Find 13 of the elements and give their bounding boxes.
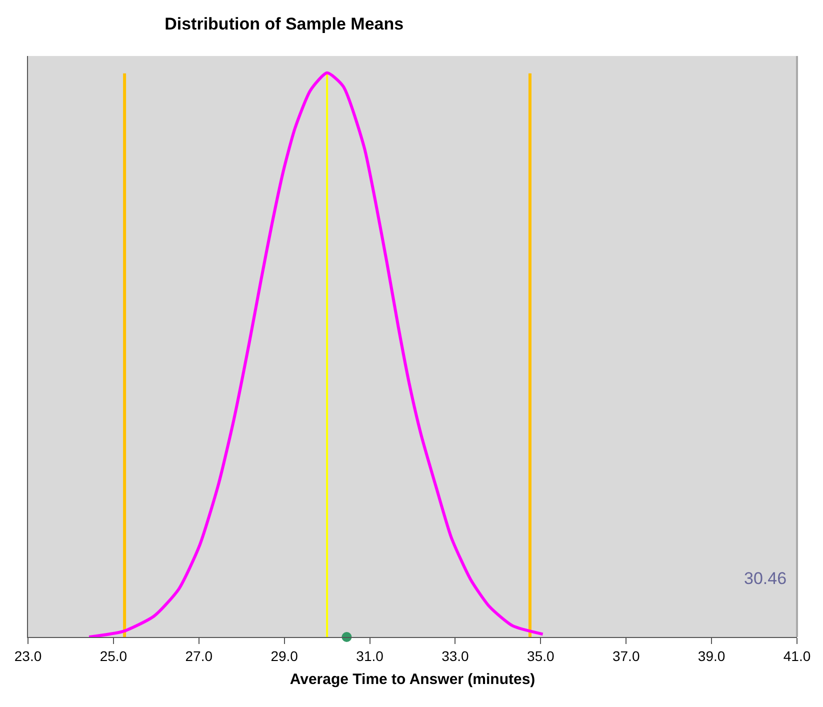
- chart-title: Distribution of Sample Means: [164, 14, 404, 34]
- x-tick-label: 27.0: [185, 648, 213, 664]
- x-tick-label: 37.0: [612, 648, 640, 664]
- x-tick-label: 25.0: [100, 648, 128, 664]
- x-axis-title: Average Time to Answer (minutes): [290, 670, 536, 688]
- x-tick-label: 31.0: [356, 648, 384, 664]
- x-tick-label: 41.0: [783, 648, 811, 664]
- x-tick-label: 23.0: [14, 648, 42, 664]
- x-tick-label: 33.0: [442, 648, 470, 664]
- annotation: 30.46: [744, 569, 787, 588]
- x-tick-label: 39.0: [698, 648, 726, 664]
- x-tick-label: 35.0: [527, 648, 555, 664]
- x-tick-label: 29.0: [270, 648, 298, 664]
